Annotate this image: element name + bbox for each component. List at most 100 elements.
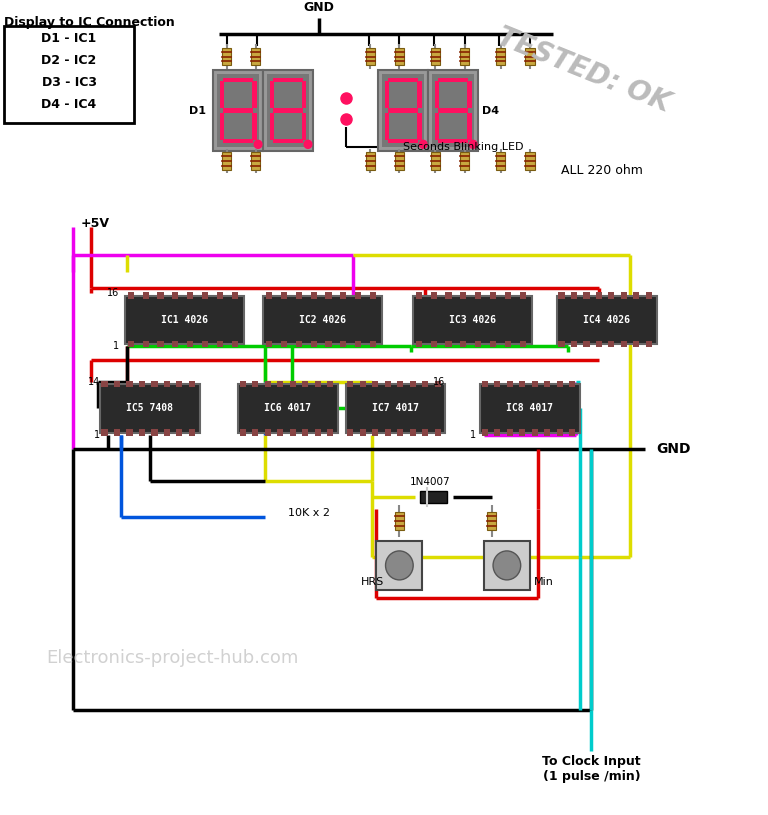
Bar — [584, 293, 590, 299]
Bar — [143, 341, 149, 347]
Bar — [385, 381, 391, 387]
Text: IC5 7408: IC5 7408 — [126, 403, 174, 413]
Text: 1: 1 — [470, 430, 476, 440]
Bar — [435, 381, 441, 387]
Text: To Clock Input
(1 pulse /min): To Clock Input (1 pulse /min) — [542, 755, 641, 782]
Bar — [571, 341, 577, 347]
Bar — [646, 341, 652, 347]
Bar — [290, 381, 296, 387]
Bar — [187, 293, 194, 299]
Bar — [531, 381, 538, 387]
Bar — [223, 139, 253, 143]
Bar — [494, 381, 500, 387]
Bar — [302, 381, 308, 387]
Bar — [347, 381, 353, 387]
Text: +5V: +5V — [81, 217, 110, 230]
Bar — [431, 48, 440, 65]
Bar — [265, 381, 271, 387]
Bar — [101, 381, 108, 387]
Text: IC7 4017: IC7 4017 — [372, 403, 419, 413]
Bar — [139, 430, 145, 436]
Bar — [252, 381, 258, 387]
Text: 16: 16 — [107, 289, 119, 298]
Text: D4 - IC4: D4 - IC4 — [41, 98, 97, 111]
Bar — [240, 430, 246, 436]
Text: D1: D1 — [189, 105, 206, 116]
Bar — [385, 81, 389, 108]
Bar — [151, 430, 157, 436]
Bar — [490, 293, 496, 299]
Bar — [143, 293, 149, 299]
Bar — [480, 384, 580, 433]
Bar — [177, 381, 183, 387]
Bar — [596, 341, 602, 347]
Bar — [431, 152, 440, 170]
Bar — [385, 430, 391, 436]
Bar — [315, 381, 321, 387]
Text: 16: 16 — [433, 377, 445, 387]
Bar — [584, 341, 590, 347]
Bar — [439, 139, 468, 143]
Bar — [202, 293, 208, 299]
Bar — [217, 341, 223, 347]
Bar — [525, 152, 535, 170]
Bar — [621, 341, 627, 347]
Bar — [281, 293, 287, 299]
Bar — [310, 293, 316, 299]
Bar — [302, 81, 306, 108]
Bar — [266, 341, 272, 347]
Bar — [412, 296, 531, 344]
Bar — [520, 293, 526, 299]
Bar — [460, 48, 469, 65]
Bar — [525, 48, 535, 65]
Bar — [417, 81, 422, 108]
Bar — [520, 341, 526, 347]
Text: D4: D4 — [482, 105, 499, 116]
Bar — [494, 430, 500, 436]
Bar — [519, 430, 525, 436]
Bar — [634, 341, 640, 347]
Bar — [326, 293, 332, 299]
Bar — [475, 341, 482, 347]
Bar — [273, 139, 303, 143]
Bar — [252, 81, 257, 108]
Bar — [127, 381, 133, 387]
Bar — [217, 74, 260, 147]
Bar — [263, 296, 382, 344]
Bar — [409, 430, 415, 436]
Bar — [370, 293, 376, 299]
Circle shape — [254, 140, 262, 148]
Text: D3 - IC3: D3 - IC3 — [41, 76, 97, 89]
Bar — [347, 430, 353, 436]
Bar — [302, 430, 308, 436]
Bar — [251, 48, 260, 65]
Bar — [232, 293, 238, 299]
Bar — [395, 513, 404, 530]
Bar — [460, 293, 466, 299]
Bar — [421, 491, 447, 503]
Bar — [372, 381, 379, 387]
Bar — [4, 26, 134, 122]
Bar — [490, 341, 496, 347]
Bar — [270, 112, 274, 140]
Bar — [482, 430, 488, 436]
Bar — [252, 112, 257, 140]
Bar — [378, 70, 429, 151]
Bar — [395, 48, 404, 65]
Bar — [634, 293, 640, 299]
Bar — [558, 341, 564, 347]
Bar — [608, 293, 614, 299]
Bar — [296, 341, 302, 347]
Text: IC1 4026: IC1 4026 — [161, 315, 208, 325]
Bar — [151, 381, 157, 387]
Bar — [222, 48, 231, 65]
Bar — [124, 296, 244, 344]
Bar — [359, 430, 366, 436]
Bar — [558, 293, 564, 299]
Bar — [266, 293, 272, 299]
Bar — [223, 108, 253, 113]
Bar — [557, 430, 563, 436]
Bar — [223, 77, 253, 82]
Text: IC3 4026: IC3 4026 — [449, 315, 496, 325]
Text: 1N4007: 1N4007 — [410, 478, 450, 487]
